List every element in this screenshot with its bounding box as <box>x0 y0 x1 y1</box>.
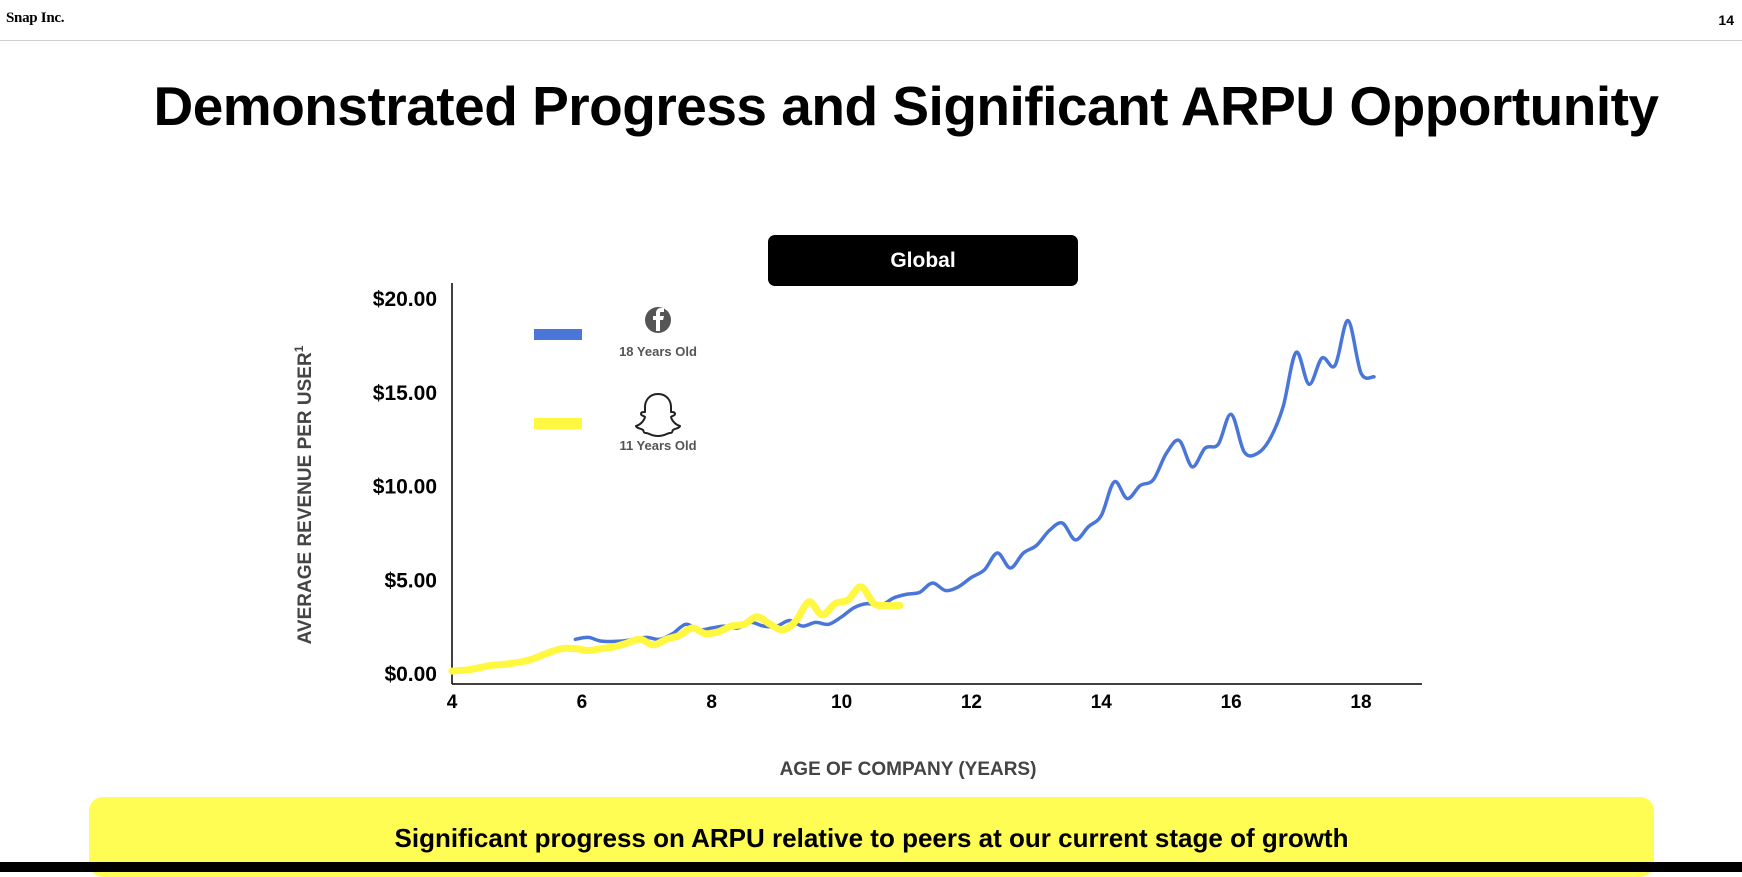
y-tick-label: $5.00 <box>384 569 437 592</box>
legend-swatch-snapchat <box>534 418 582 429</box>
y-axis-label-footnote: 1 <box>292 345 306 352</box>
legend-swatch-facebook <box>534 329 582 340</box>
series-layer <box>448 318 1376 675</box>
x-tick-label: 18 <box>1350 692 1371 713</box>
facebook-arpu-line <box>573 318 1376 644</box>
x-tick-label: 6 <box>577 692 588 713</box>
y-tick-label: $10.00 <box>373 476 437 499</box>
y-axis-label-text: AVERAGE REVENUE PER USER <box>295 352 316 644</box>
facebook-icon <box>645 307 671 333</box>
snap-inc-logo: Snap Inc. <box>6 10 65 26</box>
snapchat-ghost-icon <box>635 393 681 437</box>
x-tick-label: 14 <box>1091 692 1113 713</box>
region-label: Global <box>768 235 1078 286</box>
y-tick-label: $15.00 <box>373 382 437 405</box>
x-tick-label: 12 <box>961 692 982 713</box>
legend-label-facebook: 18 Years Old <box>619 344 697 359</box>
legend: 18 Years Old 11 Years Old <box>534 307 697 453</box>
bottom-strip <box>0 862 1742 872</box>
x-tick-labels: 4 6 8 10 12 14 16 18 <box>447 692 1372 713</box>
y-tick-label: $20.00 <box>373 288 437 311</box>
snapchat-arpu-line <box>448 583 904 675</box>
x-tick-label: 10 <box>831 692 852 713</box>
page-title: Demonstrated Progress and Significant AR… <box>153 75 1659 137</box>
y-axis-label: AVERAGE REVENUE PER USER1 <box>292 345 316 644</box>
x-axis-label: AGE OF COMPANY (YEARS) <box>780 759 1037 780</box>
x-tick-label: 8 <box>706 692 717 713</box>
top-bar: Snap Inc. 14 <box>0 0 1742 41</box>
y-tick-label: $0.00 <box>384 663 437 686</box>
x-tick-label: 16 <box>1221 692 1242 713</box>
y-tick-labels: $0.00 $5.00 $10.00 $15.00 $20.00 <box>373 288 437 686</box>
callout-text: Significant progress on ARPU relative to… <box>394 823 1349 853</box>
legend-label-snapchat: 11 Years Old <box>619 438 696 453</box>
page-number: 14 <box>1718 12 1734 28</box>
x-tick-label: 4 <box>447 692 458 713</box>
